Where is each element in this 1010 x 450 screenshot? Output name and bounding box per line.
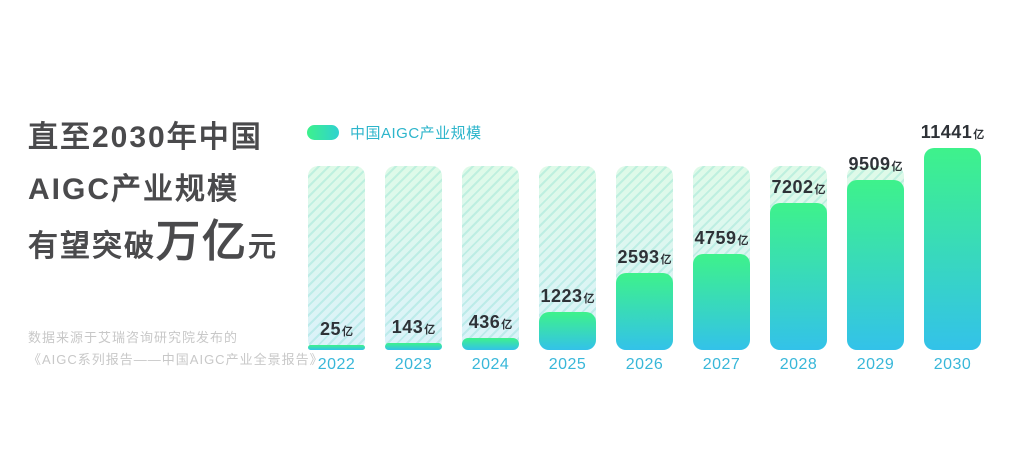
value-unit: 亿 [973,129,985,141]
legend-label: 中国AIGC产业规模 [350,124,482,142]
value-unit: 亿 [891,161,903,173]
value-label-2027: 4759亿 [694,229,748,248]
bar-2028 [770,203,827,350]
bar-column-2026: 2593亿 2026 [616,166,673,373]
title-line-3-prefix: 有望突破 [28,230,156,263]
value-label-2022: 25亿 [320,320,353,339]
bar-chart-plot-area: 25亿 2022 143亿 2023 436亿 2024 1223亿 2025 2593亿 202… [308,123,985,373]
x-axis-label-2028: 2028 [779,356,818,373]
x-axis-label-2025: 2025 [548,356,587,373]
x-axis-label-2030: 2030 [933,356,972,373]
x-axis-label-2029: 2029 [856,356,895,373]
title-line-3-suffix: 元 [248,231,279,262]
x-axis-label-2024: 2024 [471,356,510,373]
bar-column-2030: 11441亿 2030 [921,123,985,373]
bar-track-2023 [385,166,442,350]
value-number: 4759 [694,228,737,248]
value-unit: 亿 [814,184,826,196]
x-axis-label-2026: 2026 [625,356,664,373]
value-unit: 亿 [342,326,354,338]
value-number: 9509 [848,154,891,174]
value-unit: 亿 [424,324,436,336]
bar-column-2025: 1223亿 2025 [539,166,596,373]
value-number: 2593 [617,247,660,267]
value-unit: 亿 [660,254,672,266]
data-source-note: 数据来源于艾瑞咨询研究院发布的 《AIGC系列报告——中国AIGC产业全景报告》 [28,327,324,371]
x-axis-label-2027: 2027 [702,356,741,373]
value-number: 7202 [771,177,814,197]
data-source-line-1: 数据来源于艾瑞咨询研究院发布的 [28,330,239,345]
bar-column-2024: 436亿 2024 [462,166,519,373]
value-label-2030: 11441亿 [921,123,985,142]
title-line-2: AIGC产业规模 [28,173,239,206]
value-label-2023: 143亿 [392,318,436,337]
bar-2029 [847,180,904,350]
title-line-3: 有望突破万亿元 [28,216,278,268]
bar-column-2023: 143亿 2023 [385,166,442,373]
bar-2027 [693,254,750,350]
bar-track-2022 [308,166,365,350]
value-label-2028: 7202亿 [771,178,825,197]
value-number: 436 [468,312,501,332]
x-axis-label-2022: 2022 [317,356,356,373]
value-number: 11441 [920,122,973,142]
bar-2022 [308,345,365,350]
value-label-2029: 9509亿 [848,155,902,174]
bar-column-2029: 9509亿 2029 [847,155,904,373]
value-unit: 亿 [583,293,595,305]
title-line-1: 直至2030年中国 [28,121,263,154]
value-number: 25 [319,319,342,339]
bar-column-2028: 7202亿 2028 [770,166,827,373]
value-number: 1223 [540,286,583,306]
value-unit: 亿 [737,235,749,247]
bar-column-2022: 25亿 2022 [308,166,365,373]
title-line-3-emphasis: 万亿 [156,217,248,266]
bar-2026 [616,273,673,350]
legend-swatch-icon [307,124,339,140]
value-unit: 亿 [501,319,513,331]
x-axis-label-2023: 2023 [394,356,433,373]
bar-2030 [924,148,981,350]
bar-track-2024 [462,166,519,350]
value-label-2026: 2593亿 [617,248,671,267]
value-label-2025: 1223亿 [540,287,594,306]
data-source-line-2: 《AIGC系列报告——中国AIGC产业全景报告》 [28,352,324,367]
bar-2025 [539,312,596,350]
bar-2024 [462,338,519,350]
legend: 中国AIGC产业规模 [307,124,482,142]
value-number: 143 [391,317,424,337]
bar-column-2027: 4759亿 2027 [693,166,750,373]
page-title: 直至2030年中国 AIGC产业规模 有望突破万亿元 [28,112,278,268]
bar-2023 [385,343,442,350]
value-label-2024: 436亿 [469,313,513,332]
